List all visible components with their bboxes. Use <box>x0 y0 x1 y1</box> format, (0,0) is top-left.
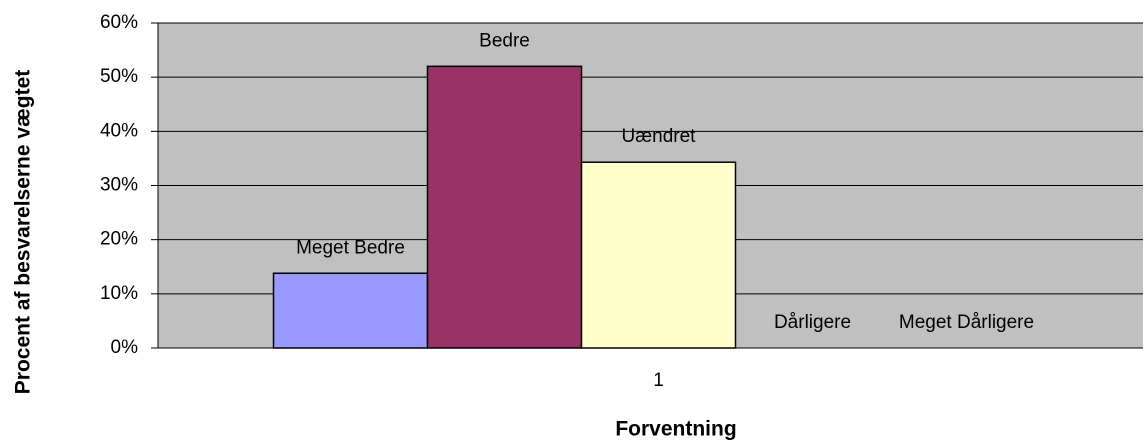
bar <box>580 161 737 349</box>
bar <box>426 65 583 349</box>
data-label: Meget Dårligere <box>899 312 1034 333</box>
data-label: Meget Bedre <box>296 237 405 258</box>
y-tick-label: 30% <box>100 175 138 196</box>
x-axis-title: Forventning <box>615 418 736 441</box>
data-label: Bedre <box>479 30 530 51</box>
data-label: Uændret <box>622 126 697 147</box>
y-tick-label: 10% <box>100 283 138 304</box>
y-tick-label: 20% <box>100 229 138 250</box>
y-tick-label: 40% <box>100 120 138 141</box>
bar <box>272 272 429 349</box>
y-tick-label: 50% <box>100 66 138 87</box>
y-axis-title: Procent af besvarelserne vægtet <box>12 70 35 394</box>
y-tick-label: 60% <box>100 12 138 33</box>
y-tick-label: 0% <box>111 337 139 358</box>
data-label: Dårligere <box>774 312 851 333</box>
x-tick-label: 1 <box>653 370 664 391</box>
